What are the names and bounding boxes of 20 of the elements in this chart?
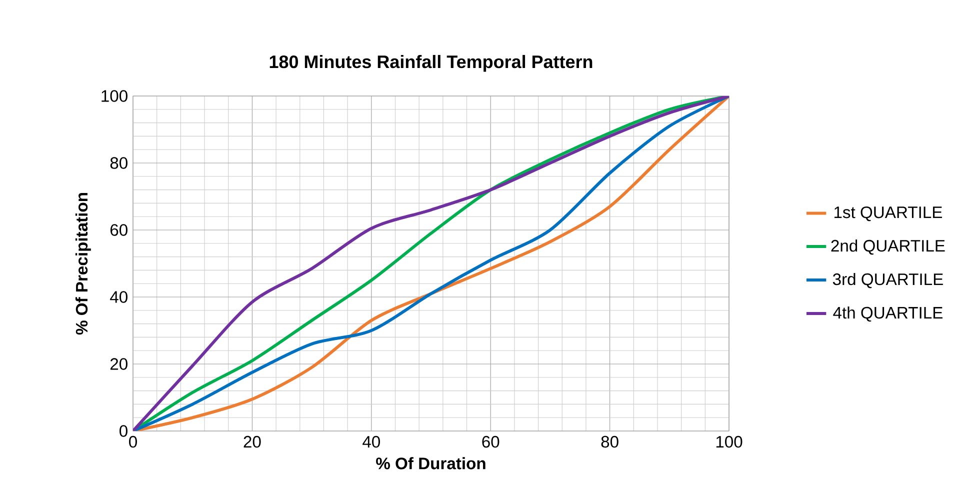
y-tick-label: 80 (110, 157, 128, 169)
x-tick-label: 100 (716, 436, 742, 448)
x-axis-title: % Of Duration (376, 457, 486, 470)
x-tick-label: 80 (601, 436, 618, 448)
y-axis-title: % Of Precipitation (75, 193, 91, 335)
y-tick-label: 100 (102, 90, 128, 102)
chart-title: 180 Minutes Rainfall Temporal Pattern (270, 54, 592, 72)
y-tick-label: 40 (110, 291, 128, 303)
y-tick-label: 60 (110, 224, 128, 236)
y-tick-label: 20 (110, 358, 128, 370)
legend-label: 2nd QUARTILE (831, 239, 945, 255)
y-tick-label: 0 (120, 425, 128, 437)
legend-label: 3rd QUARTILE (832, 272, 943, 288)
legend-label: 1st QUARTILE (834, 206, 942, 222)
line-series (133, 96, 730, 431)
x-tick-label: 60 (482, 436, 500, 448)
x-tick-label: 40 (362, 436, 380, 448)
legend-label: 4th QUARTILE (833, 306, 942, 322)
x-tick-label: 20 (244, 436, 261, 448)
x-tick-label: 0 (129, 436, 137, 448)
